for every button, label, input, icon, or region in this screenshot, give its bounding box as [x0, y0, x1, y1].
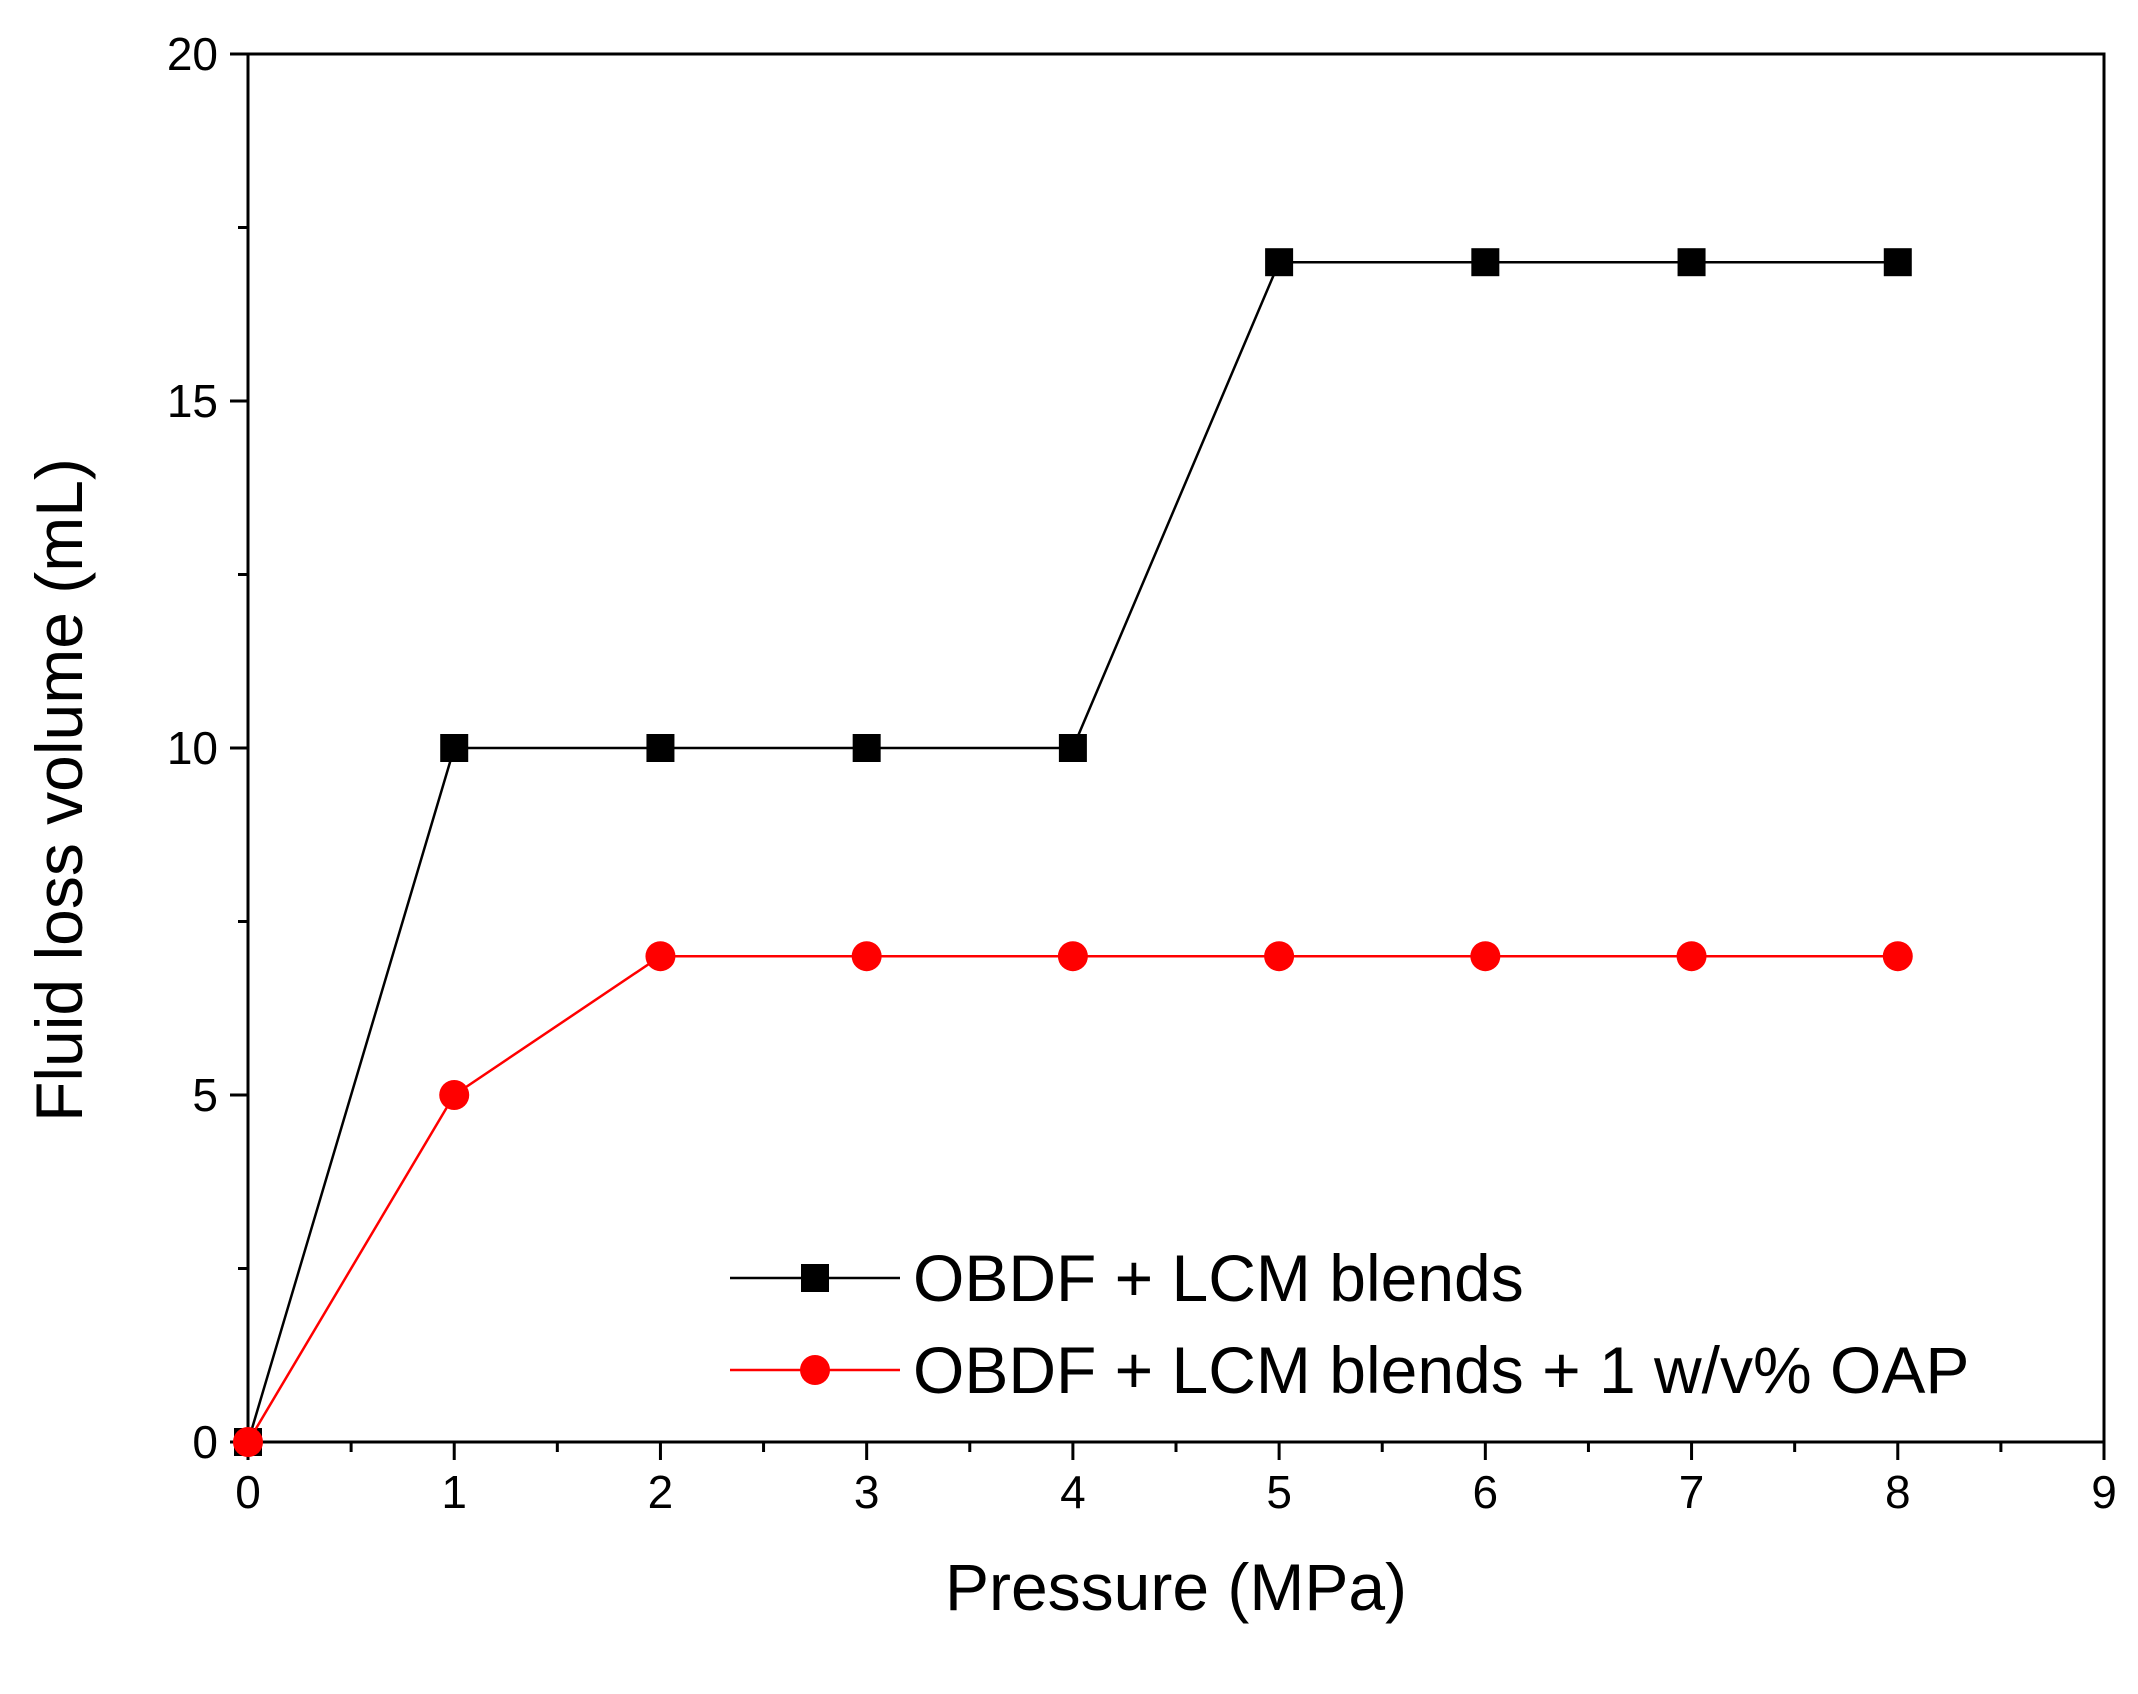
x-tick-label: 0 — [235, 1466, 261, 1518]
data-point — [1470, 941, 1501, 972]
x-tick-label: 6 — [1473, 1466, 1499, 1518]
series-obdf-lcm-blends-1-w-v-oap — [233, 941, 1913, 1457]
x-tick-label: 7 — [1679, 1466, 1705, 1518]
data-point — [233, 1427, 263, 1457]
legend-marker — [801, 1264, 829, 1292]
x-tick-label: 5 — [1266, 1466, 1292, 1518]
data-point — [852, 734, 881, 762]
x-tick-label: 1 — [441, 1466, 467, 1518]
y-tick-label: 0 — [192, 1416, 218, 1468]
x-tick-label: 8 — [1885, 1466, 1911, 1518]
data-point — [1883, 248, 1912, 277]
data-point — [1677, 248, 1706, 277]
data-point — [645, 941, 676, 972]
data-point — [1264, 941, 1295, 972]
data-point — [440, 734, 469, 762]
y-tick-label: 15 — [167, 375, 218, 427]
series-layer — [233, 248, 1913, 1457]
data-point — [1265, 248, 1294, 277]
y-tick-label: 10 — [167, 722, 218, 774]
y-axis-title: Fluid loss volume (mL) — [22, 458, 96, 1122]
data-point — [1676, 941, 1707, 972]
x-axis-title: Pressure (MPa) — [945, 1550, 1407, 1624]
x-tick-label: 2 — [648, 1466, 674, 1518]
data-point — [1471, 248, 1500, 277]
data-point — [439, 1080, 470, 1110]
x-tick-label: 9 — [2091, 1466, 2117, 1518]
legend-label: OBDF + LCM blends + 1 w/v% OAP — [913, 1333, 1969, 1407]
data-point — [1058, 734, 1087, 762]
legend-label: OBDF + LCM blends — [913, 1241, 1524, 1315]
data-point — [1057, 941, 1088, 972]
x-tick-label: 4 — [1060, 1466, 1086, 1518]
data-point — [1882, 941, 1913, 972]
data-point — [851, 941, 882, 972]
legend-item-obdf-lcm-blends-1-w-v-oap: OBDF + LCM blends + 1 w/v% OAP — [730, 1333, 1969, 1407]
legend-item-obdf-lcm-blends: OBDF + LCM blends — [730, 1241, 1524, 1315]
legend: OBDF + LCM blends OBDF + LCM blends + 1 w… — [730, 1241, 1969, 1407]
x-tick-label: 3 — [854, 1466, 880, 1518]
y-tick-label: 20 — [167, 28, 218, 80]
y-tick-label: 5 — [192, 1069, 218, 1121]
data-point — [646, 734, 675, 762]
axes: 0 1 2 3 4 5 6 7 8 9 0 5 10 15 20 — [167, 28, 2117, 1518]
legend-marker — [800, 1355, 830, 1385]
